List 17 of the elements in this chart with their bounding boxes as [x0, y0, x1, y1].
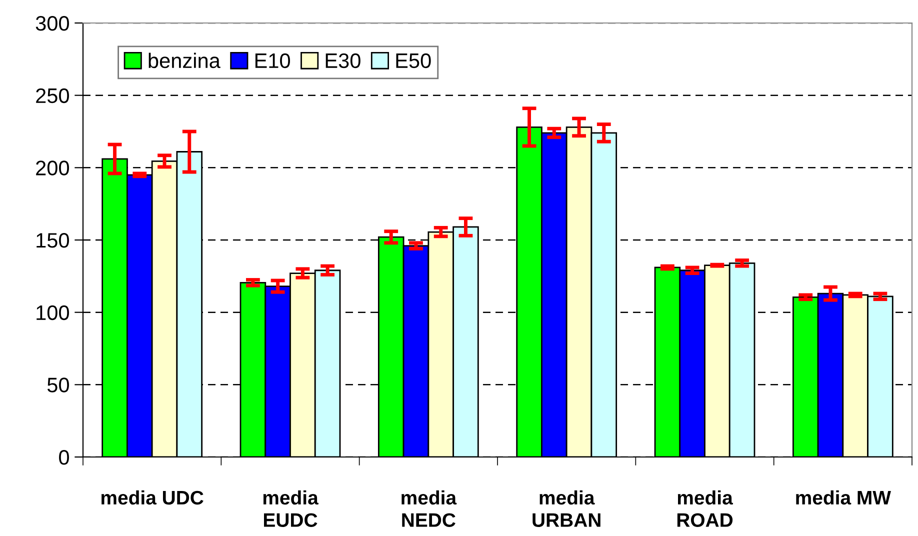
- y-tick-label: 0: [59, 450, 69, 465]
- legend-label: E10: [255, 53, 290, 68]
- x-tick-label: media UDC: [102, 490, 204, 505]
- y-tick-label: 200: [36, 160, 69, 176]
- legend-label: E30: [326, 53, 360, 68]
- y-tick-label: 250: [36, 88, 69, 104]
- y-tick-label: 150: [36, 233, 69, 248]
- y-tick-label: 50: [47, 378, 69, 392]
- x-tick-label: media ROAD: [677, 490, 733, 527]
- x-tick-label: media EUDC: [263, 490, 318, 527]
- x-tick-label: media MW: [796, 490, 891, 505]
- y-tick-label: 300: [36, 16, 69, 31]
- x-tick-label: media NEDC: [402, 490, 457, 527]
- y-tick-label: 100: [36, 305, 69, 320]
- legend-label: E50: [396, 53, 431, 68]
- legend-label: benzina: [148, 52, 220, 68]
- x-tick-label: media URBAN: [532, 490, 600, 527]
